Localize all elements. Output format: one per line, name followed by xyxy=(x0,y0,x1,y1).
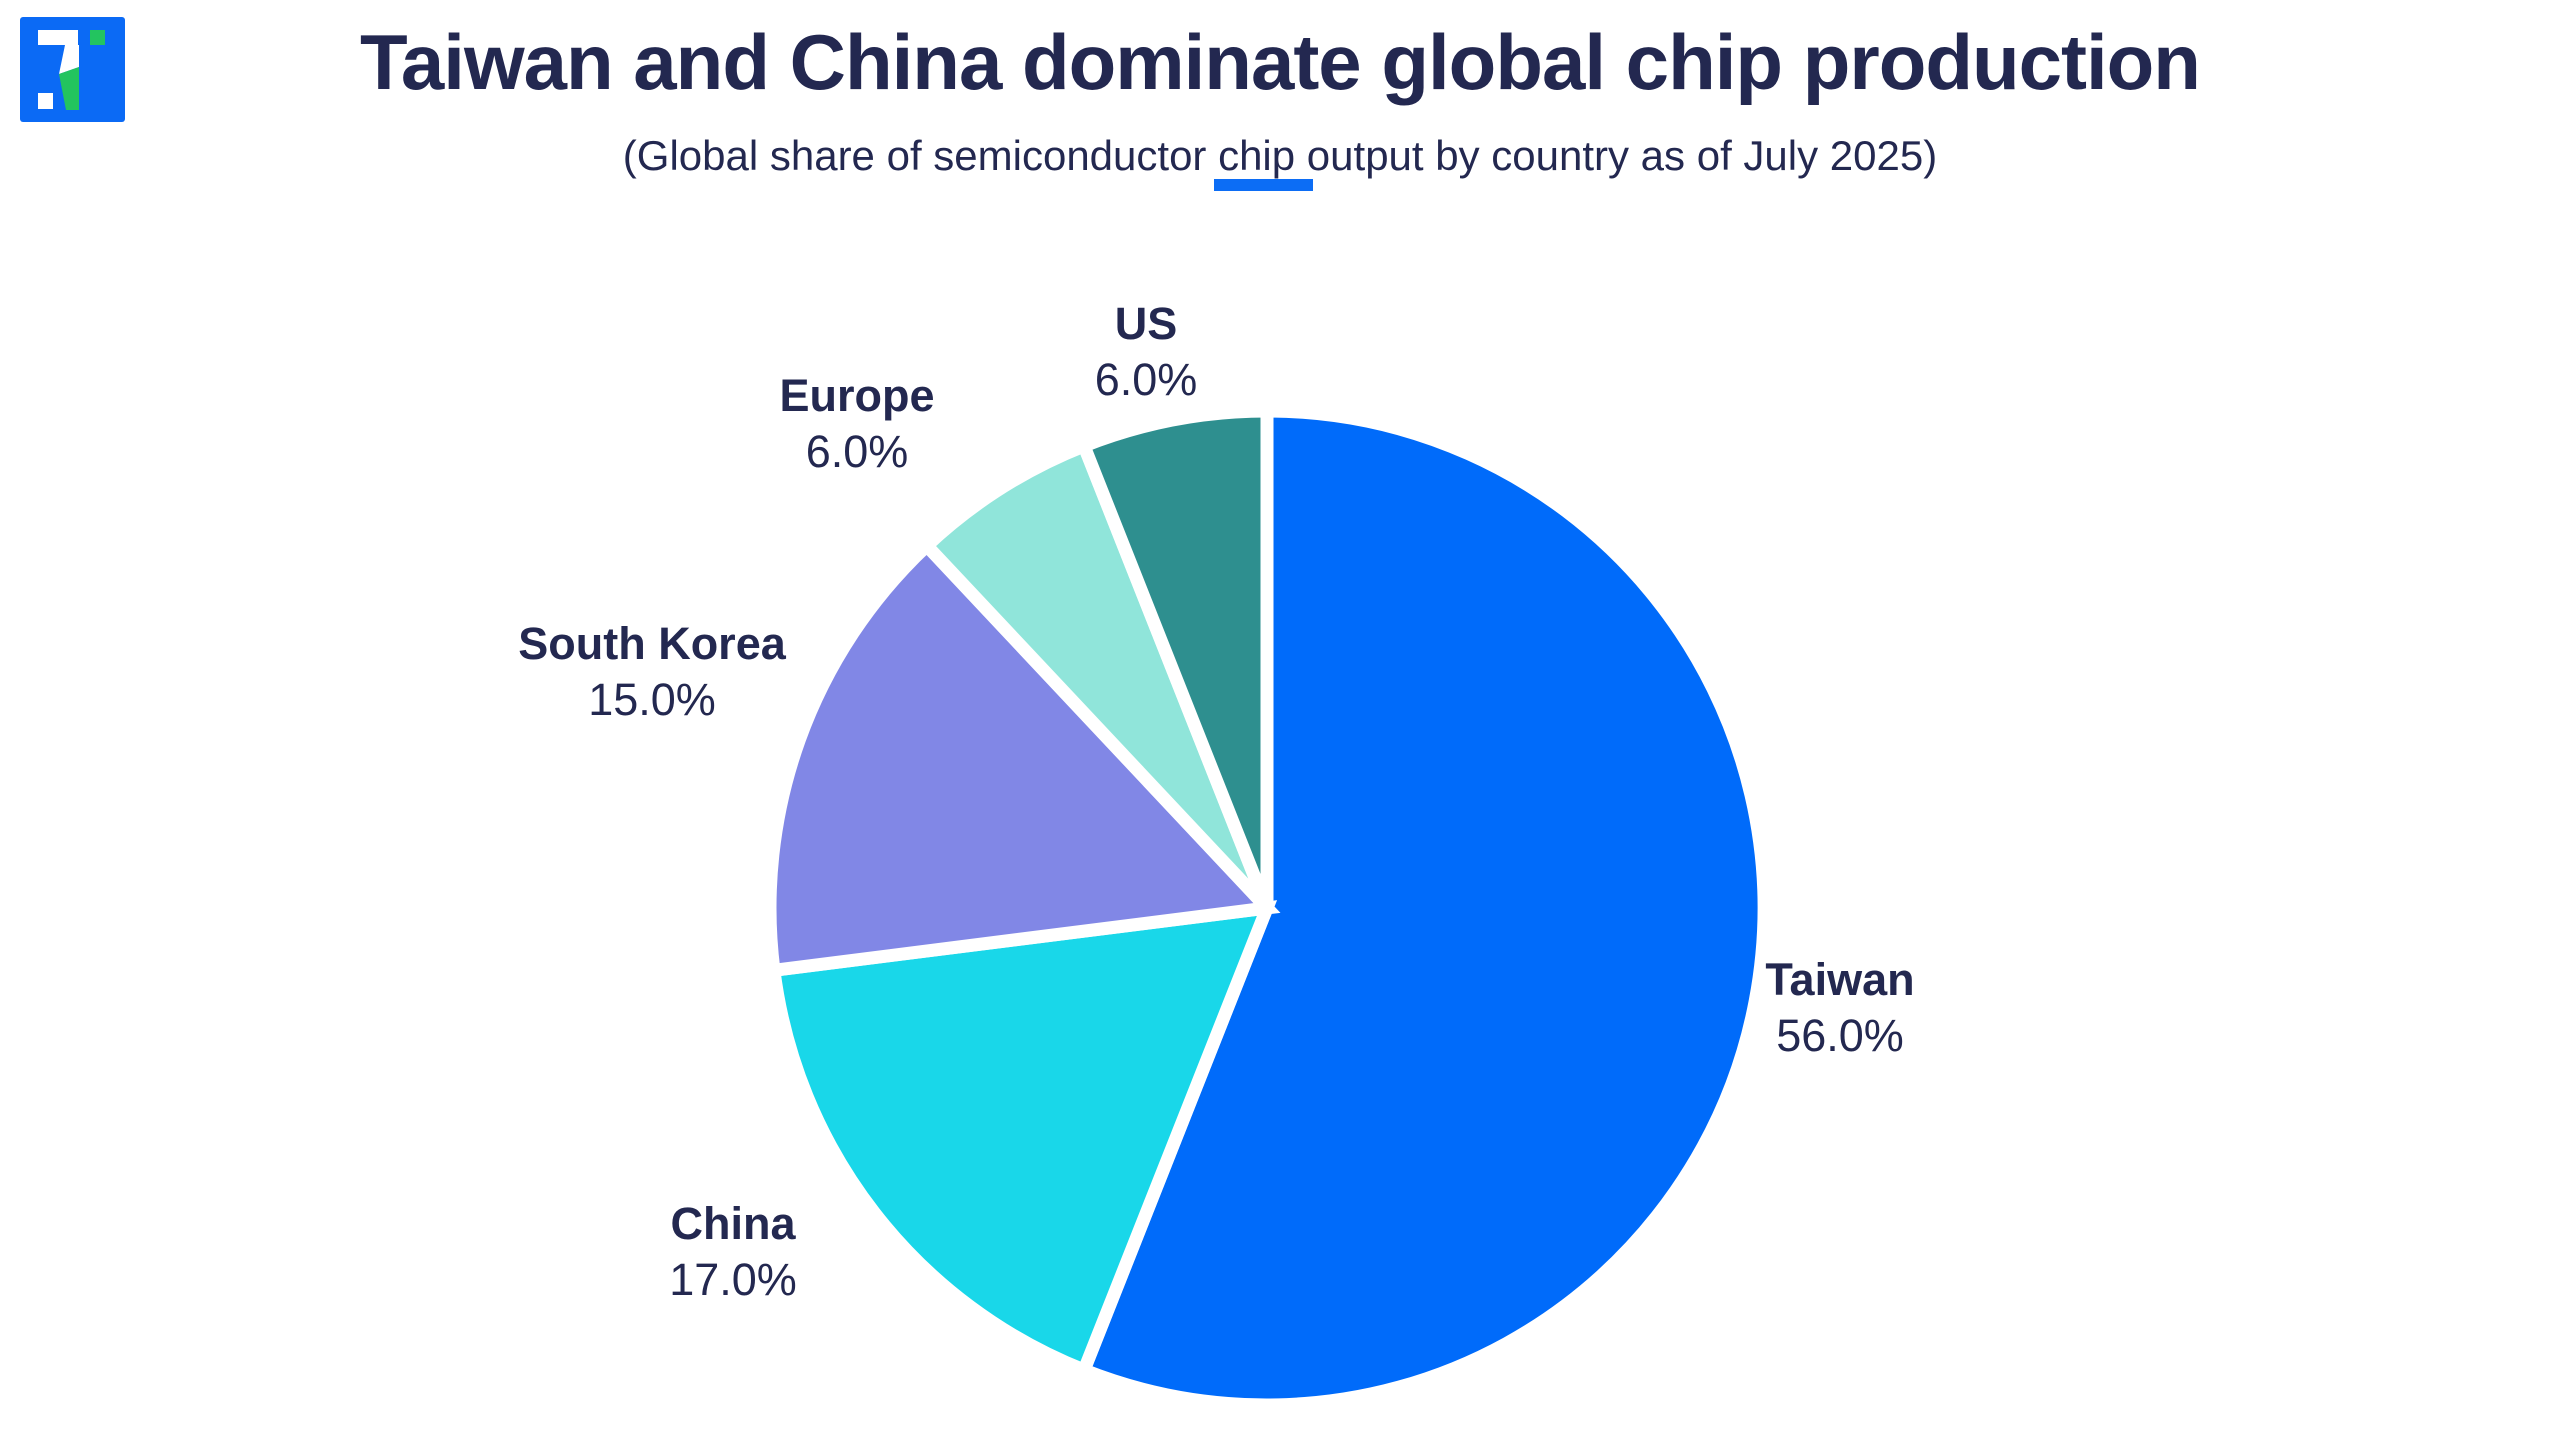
pie-slice-south-korea xyxy=(763,536,1281,978)
pie-slice-europe xyxy=(917,437,1274,913)
subtitle-underline-bar xyxy=(1214,179,1314,191)
pie-label-name: Taiwan xyxy=(1765,954,1915,1005)
pie-label-south-korea: South Korea 15.0% xyxy=(518,616,786,728)
pie-label-value: 6.0% xyxy=(1094,354,1198,405)
pie-slice-china xyxy=(766,900,1278,1379)
pie-label-name: South Korea xyxy=(518,618,786,669)
pie-slice-us xyxy=(1075,404,1274,911)
logo-seven-bar xyxy=(38,30,78,45)
pie-label-us: US 6.0% xyxy=(1095,296,1198,408)
pie-label-value: 15.0% xyxy=(588,674,716,725)
pie-label-name: US xyxy=(1114,298,1178,349)
page-title: Taiwan and China dominate global chip pr… xyxy=(360,18,2201,106)
subtitle-suffix: output by country as of July 2025) xyxy=(1295,132,1938,179)
pie-label-name: Europe xyxy=(779,370,935,421)
pie-chart-svg xyxy=(763,404,1771,1412)
subtitle-highlight-word: chip xyxy=(1214,131,1314,191)
pie-slice-taiwan xyxy=(1075,404,1771,1412)
brand-logo-icon xyxy=(20,17,125,122)
logo-seven-leg-white xyxy=(59,45,79,74)
pie-label-value: 6.0% xyxy=(805,426,909,477)
pie-label-name: China xyxy=(670,1198,796,1249)
pie-label-value: 17.0% xyxy=(669,1254,797,1305)
subtitle-highlight-text: chip xyxy=(1218,132,1296,179)
logo-dot-green xyxy=(90,30,105,45)
page-subtitle: (Global share of semiconductor chip outp… xyxy=(0,131,2560,191)
pie-label-europe: Europe 6.0% xyxy=(779,368,934,480)
pie-label-taiwan: Taiwan 56.0% xyxy=(1765,952,1914,1064)
logo-dot-white xyxy=(38,93,53,109)
subtitle-prefix: (Global share of semiconductor xyxy=(622,132,1219,179)
logo-seven-leg-green xyxy=(59,67,79,110)
pie-label-china: China 17.0% xyxy=(669,1196,797,1308)
pie-label-value: 56.0% xyxy=(1776,1010,1904,1061)
pie-chart xyxy=(757,398,1777,1418)
